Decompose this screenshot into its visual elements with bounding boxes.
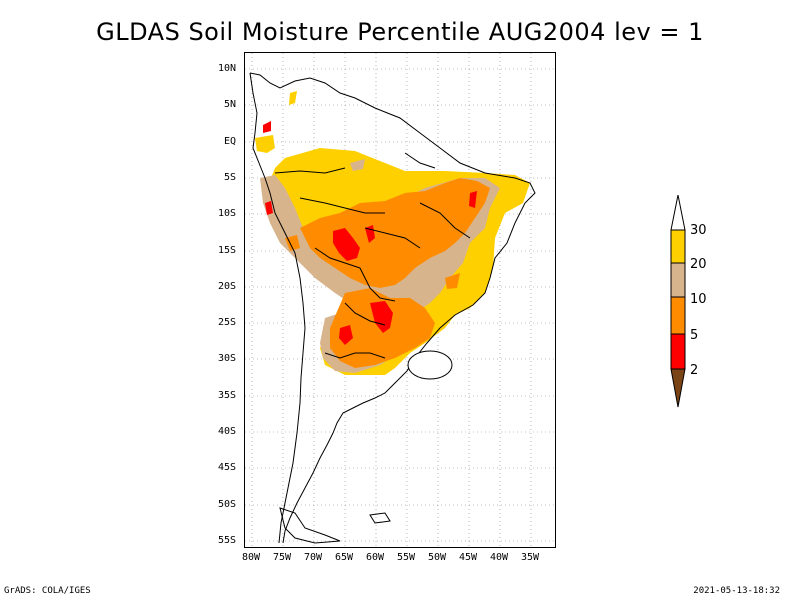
falkland-islands [369,512,391,524]
map-panel [244,52,556,548]
legend-label-5: 5 [690,328,699,343]
map-title: GLDAS Soil Moisture Percentile AUG2004 l… [96,18,704,46]
lon-label-80w: 80W [241,552,261,563]
footer-timestamp: 2021-05-13-18:32 [693,586,780,596]
legend-swatch-2-5 [670,333,686,370]
lon-label-40w: 40W [489,552,509,563]
coastlines [249,72,536,544]
lat-label-5n: 5N [223,99,236,110]
lat-label-5s: 5S [223,172,236,183]
lat-label-20s: 20S [217,281,236,292]
lat-label-25s: 25S [217,317,236,328]
footer-credit: GrADS: COLA/IGES [4,586,91,596]
lat-label-10n: 10N [217,63,236,74]
lagoa-dos-patos [407,350,453,380]
lat-label-15s: 15S [217,245,236,256]
lat-label-30s: 30S [217,353,236,364]
lon-label-35w: 35W [520,552,540,563]
lon-label-60w: 60W [365,552,385,563]
legend-label-30: 30 [690,223,707,238]
legend-label-10: 10 [690,292,707,307]
lon-label-65w: 65W [334,552,354,563]
lat-label-eq: EQ [223,136,236,147]
color-legend: 30 20 10 5 2 [668,195,788,410]
lat-label-35s: 35S [217,390,236,401]
lon-label-70w: 70W [303,552,323,563]
lat-label-40s: 40S [217,426,236,437]
lat-label-10s: 10S [217,208,236,219]
legend-swatch-below-2 [670,368,686,408]
legend-label-20: 20 [690,257,707,272]
legend-swatch-20-30 [670,229,686,264]
lon-label-75w: 75W [272,552,292,563]
lon-label-45w: 45W [458,552,478,563]
legend-colorbar [670,195,686,408]
legend-label-2: 2 [690,363,699,378]
lat-label-50s: 50S [217,499,236,510]
lat-label-45s: 45S [217,462,236,473]
legend-swatch-5-10 [670,296,686,335]
legend-swatch-10-20 [670,262,686,298]
lat-label-55s: 55S [217,535,236,546]
legend-swatch-above-30 [670,195,686,231]
map-canvas [245,53,555,547]
tierra-del-fuego [279,507,341,544]
shading-2-5 [263,121,477,345]
lon-label-50w: 50W [427,552,447,563]
lon-label-55w: 55W [396,552,416,563]
